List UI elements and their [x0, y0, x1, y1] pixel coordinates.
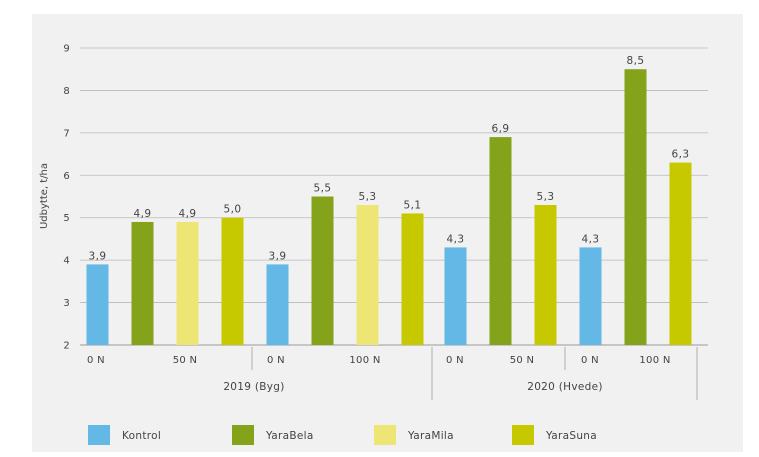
bar-kontrol	[579, 247, 602, 345]
data-label: 4,9	[179, 208, 197, 220]
data-label: 3,9	[89, 250, 107, 262]
legend-entry: YaraSuna	[545, 430, 597, 442]
x-tick-label: 50 N	[173, 355, 198, 366]
legend-swatch	[512, 425, 534, 445]
bar-kontrol	[444, 247, 467, 345]
data-label: 3,9	[269, 250, 287, 262]
bar-yarabela	[624, 69, 647, 345]
y-tick-label: 2	[63, 341, 70, 352]
y-tick-label: 8	[63, 86, 70, 97]
y-axis-label: Udbytte, t/ha	[39, 163, 50, 229]
bar-kontrol	[86, 264, 109, 345]
legend-swatch	[374, 425, 396, 445]
y-tick-label: 9	[63, 44, 70, 55]
data-label: 5,3	[537, 191, 555, 203]
legend-entry: YaraMila	[407, 430, 454, 442]
x-group-label: 2020 (Hvede)	[527, 381, 603, 393]
data-label: 5,5	[314, 183, 332, 195]
x-tick-label: 0 N	[87, 355, 105, 366]
x-tick-label: 0 N	[267, 355, 285, 366]
data-label: 5,1	[404, 199, 422, 211]
y-tick-label: 7	[63, 128, 70, 139]
bar-yarasuna	[221, 217, 244, 345]
legend-swatch	[232, 425, 254, 445]
bar-yarasuna	[669, 162, 692, 345]
data-label: 4,3	[447, 233, 465, 245]
data-label: 8,5	[627, 55, 645, 67]
bar-yarabela	[311, 196, 334, 345]
legend-swatch	[88, 425, 110, 445]
x-tick-label: 0 N	[446, 355, 464, 366]
data-label: 6,9	[492, 123, 510, 135]
data-label: 4,3	[582, 233, 600, 245]
data-label: 4,9	[134, 208, 152, 220]
bar-yarasuna	[534, 204, 557, 345]
data-label: 5,0	[224, 204, 242, 216]
legend-entry: YaraBela	[265, 430, 314, 442]
bar-yarabela	[131, 221, 154, 345]
bar-yarasuna	[401, 213, 424, 345]
y-tick-label: 5	[63, 213, 70, 224]
x-tick-label: 50 N	[510, 355, 535, 366]
bar-kontrol	[266, 264, 289, 345]
y-tick-label: 4	[63, 256, 70, 267]
bar-yarabela	[489, 137, 512, 345]
data-label: 5,3	[359, 191, 377, 203]
bar-yaramila	[176, 221, 199, 345]
x-tick-label: 100 N	[639, 355, 670, 366]
bar-yaramila	[356, 204, 379, 345]
legend-entry: Kontrol	[122, 430, 161, 442]
x-group-label: 2019 (Byg)	[223, 381, 284, 393]
data-label: 6,3	[672, 149, 690, 161]
y-tick-label: 3	[63, 298, 70, 309]
x-tick-label: 100 N	[349, 355, 380, 366]
y-tick-label: 6	[63, 171, 70, 182]
x-tick-label: 0 N	[581, 355, 599, 366]
